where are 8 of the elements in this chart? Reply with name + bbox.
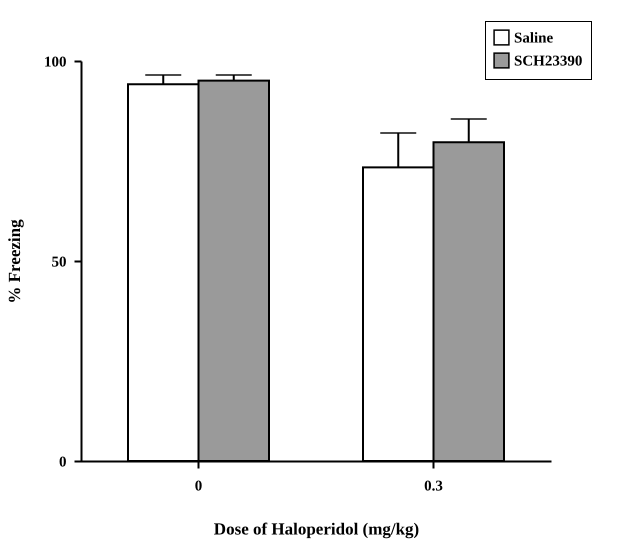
y-tick-label: 0 (59, 454, 66, 470)
y-axis-title: % Freezing (5, 218, 24, 304)
legend-label: Saline (514, 30, 554, 46)
y-tick-label: 50 (52, 254, 66, 270)
x-tick-label: 0.3 (424, 478, 443, 494)
legend-label: SCH23390 (514, 54, 582, 70)
x-axis-title: Dose of Haloperidol (mg/kg) (214, 520, 420, 538)
y-tick-label: 100 (44, 54, 66, 70)
